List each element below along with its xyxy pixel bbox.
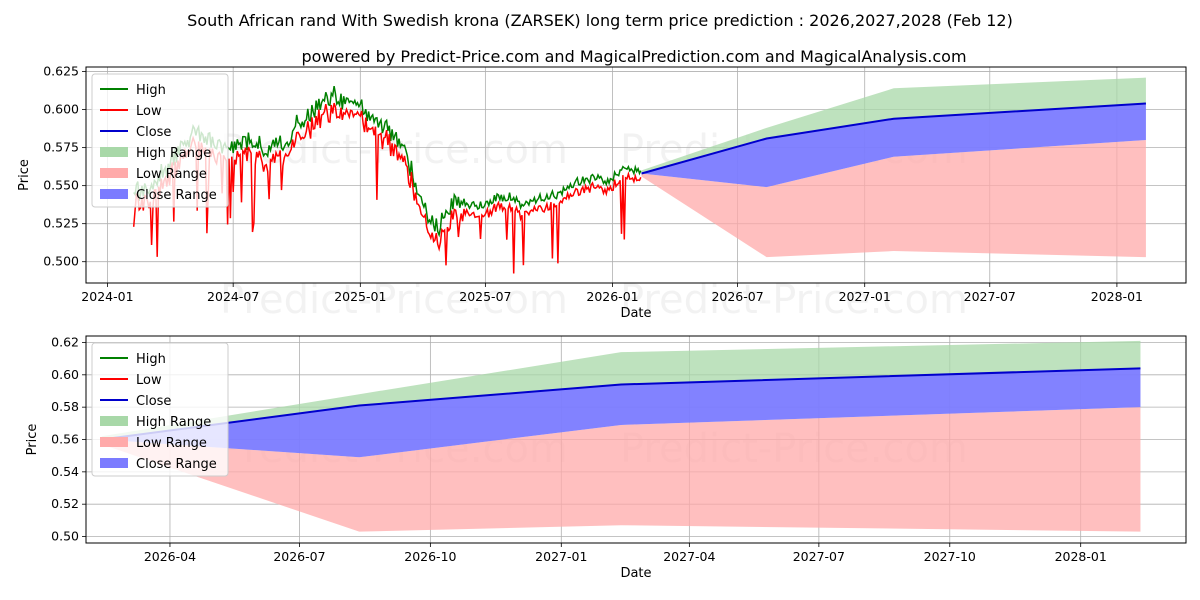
legend: High Low Close High Range Low Range Close Ran… — [91, 73, 229, 208]
legend-label-low-range: Low Range — [136, 167, 207, 182]
top-panel: 2024-01 2024-07 2025-01 2025-07 2026-01 2026-… — [17, 64, 1187, 321]
low-range-band — [101, 407, 1141, 532]
x-tick-label: 2027-10 — [924, 549, 976, 564]
y-tick-label: 0.575 — [43, 140, 79, 155]
y-tick-label: 0.62 — [51, 334, 79, 349]
low-range-band — [641, 140, 1146, 258]
chart-subtitle: powered by Predict-Price.com and Magical… — [301, 47, 966, 66]
y-tick-label: 0.58 — [51, 399, 79, 414]
bottom-panel: 2026-04 2026-07 2026-10 2027-01 2027-04 2027-… — [25, 334, 1187, 581]
y-tick-label: 0.525 — [43, 216, 79, 231]
x-tick-label: 2026-01 — [586, 289, 638, 304]
y-tick-label: 0.52 — [51, 496, 79, 511]
legend-label-high: High — [136, 352, 166, 367]
x-tick-label: 2026-10 — [404, 549, 456, 564]
legend-label-low-range: Low Range — [136, 436, 207, 451]
x-axis-label: Date — [620, 306, 651, 321]
y-tick-label: 0.550 — [43, 178, 79, 193]
legend-label-close: Close — [136, 394, 171, 409]
legend-label-low: Low — [136, 373, 162, 388]
legend-swatch-low-range — [100, 437, 128, 447]
y-tick-label: 0.625 — [43, 64, 79, 79]
legend-swatch-close-range — [100, 458, 128, 468]
x-axis-label: Date — [620, 566, 651, 581]
y-tick-label: 0.54 — [51, 464, 79, 479]
high-range-band — [641, 77, 1146, 174]
legend-label-high: High — [136, 83, 166, 98]
x-tick-label: 2027-07 — [964, 289, 1016, 304]
legend-label-close-range: Close Range — [136, 188, 217, 203]
legend: High Low Close High Range Low Range Close Ran… — [91, 342, 229, 477]
x-tick-label: 2025-07 — [459, 289, 511, 304]
plot-area — [132, 77, 1146, 274]
x-tick-label: 2026-04 — [144, 549, 196, 564]
chart-title: South African rand With Swedish krona (Z… — [187, 11, 1013, 30]
watermark-mid-2: Predict-Price.com — [620, 277, 968, 323]
x-tick-label: 2028-01 — [1091, 289, 1143, 304]
y-tick-label: 0.600 — [43, 102, 79, 117]
y-tick-label: 0.500 — [43, 254, 79, 269]
x-tick-label: 2027-01 — [839, 289, 891, 304]
legend-label-high-range: High Range — [136, 146, 211, 161]
y-tick-label: 0.50 — [51, 529, 79, 544]
x-tick-label: 2026-07 — [711, 289, 763, 304]
x-tick-label: 2028-01 — [1055, 549, 1107, 564]
close-forecast-line — [101, 367, 1141, 441]
x-tick-label: 2026-07 — [273, 549, 325, 564]
legend-swatch-high-range — [100, 416, 128, 426]
legend-label-close-range: Close Range — [136, 457, 217, 472]
y-tick-label: 0.56 — [51, 432, 79, 447]
close-range-band — [641, 103, 1146, 188]
plot-area — [101, 340, 1141, 532]
legend-swatch-low-range — [100, 168, 128, 178]
legend-label-low: Low — [136, 104, 162, 119]
legend-swatch-high-range — [100, 147, 128, 157]
legend-label-high-range: High Range — [136, 415, 211, 430]
close-forecast-line — [641, 102, 1146, 175]
watermark-mid-1: Predict-Price.com — [220, 277, 568, 323]
x-tick-label: 2027-07 — [793, 549, 845, 564]
x-tick-label: 2025-01 — [334, 289, 386, 304]
plot-frame — [85, 66, 1187, 284]
x-tick-label: 2027-01 — [535, 549, 587, 564]
legend-label-close: Close — [136, 125, 171, 140]
legend-swatch-close-range — [100, 189, 128, 199]
x-tick-label: 2024-01 — [81, 289, 133, 304]
y-axis-label: Price — [17, 159, 32, 191]
close-range-band — [101, 368, 1141, 458]
x-tick-label: 2024-07 — [207, 289, 259, 304]
x-tick-label: 2027-04 — [663, 549, 715, 564]
y-tick-label: 0.60 — [51, 367, 79, 382]
high-range-band — [101, 340, 1141, 440]
plot-frame — [85, 335, 1187, 544]
y-axis-label: Price — [25, 424, 40, 456]
